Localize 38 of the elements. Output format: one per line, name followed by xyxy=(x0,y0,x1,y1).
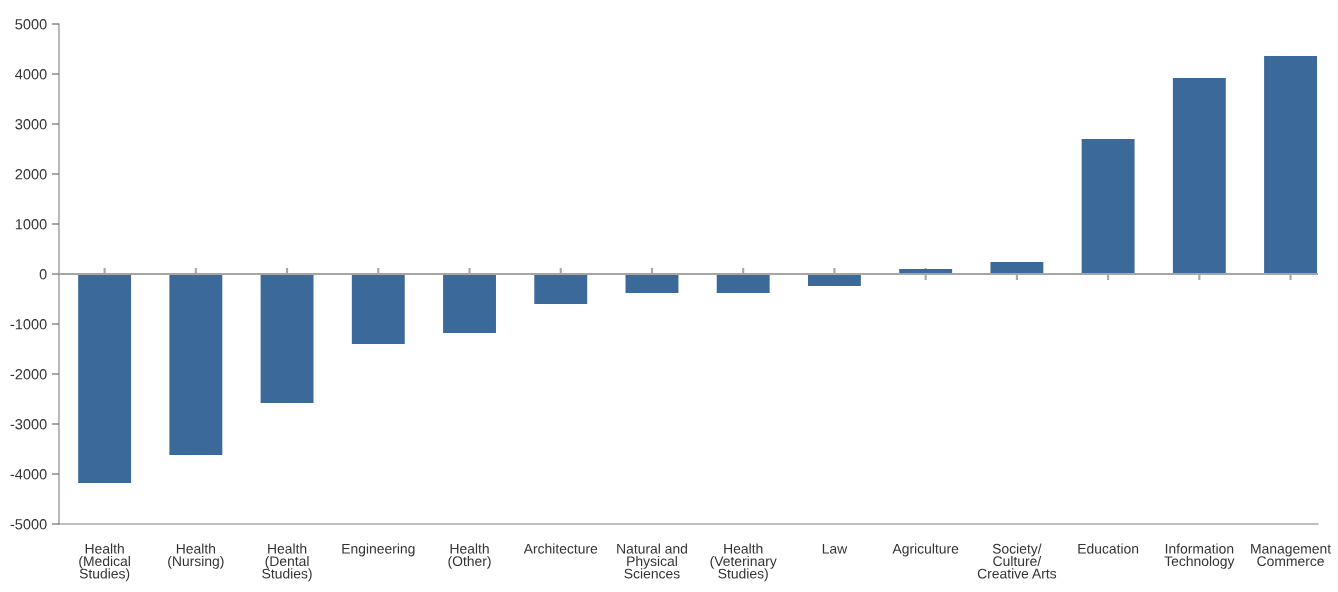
y-tick-label: -1000 xyxy=(10,319,47,330)
y-tick-label: 3000 xyxy=(15,119,47,130)
y-tick-label: -3000 xyxy=(10,419,47,430)
y-tick-label: -2000 xyxy=(10,369,47,380)
x-tick-label: Health (Veterinary Studies) xyxy=(710,543,777,582)
y-tick-label: 5000 xyxy=(15,19,47,30)
x-tick-label: Health (Nursing) xyxy=(168,543,224,569)
bar xyxy=(1264,56,1318,274)
x-tick-label: Engineering xyxy=(342,543,415,557)
x-tick-label: Information Technology xyxy=(1164,543,1235,569)
x-tick-label: Natural and Physical Sciences xyxy=(617,543,687,579)
x-tick-label: Architecture xyxy=(523,543,598,554)
bar xyxy=(169,274,223,455)
bar xyxy=(1172,78,1226,274)
y-tick-label: 1000 xyxy=(15,219,47,230)
x-tick-label: Health (Other) xyxy=(448,543,491,569)
x-tick-label: Management Commerce xyxy=(1251,543,1331,567)
bar xyxy=(807,274,861,286)
bar xyxy=(534,274,588,304)
bar xyxy=(1081,139,1135,274)
x-tick-label: Agriculture xyxy=(892,543,959,557)
x-tick-label: Health (Dental Studies) xyxy=(262,543,312,582)
bar xyxy=(625,274,679,293)
bar xyxy=(351,274,405,344)
y-tick-label: 2000 xyxy=(15,169,47,180)
y-tick-label: 0 xyxy=(39,269,47,280)
y-tick-label: -5000 xyxy=(10,519,47,530)
bar xyxy=(990,262,1044,274)
y-tick-label: -4000 xyxy=(10,469,47,480)
bar xyxy=(78,274,132,483)
x-tick-label: Health (Medical Studies) xyxy=(79,543,130,582)
x-tick-label: Society/ Culture/ Creative Arts xyxy=(977,543,1057,579)
bar xyxy=(260,274,314,403)
y-tick-label: 4000 xyxy=(15,69,47,80)
x-tick-label: Education xyxy=(1078,543,1139,554)
bar xyxy=(716,274,770,293)
x-tick-label: Law xyxy=(822,543,848,554)
bar xyxy=(443,274,496,333)
